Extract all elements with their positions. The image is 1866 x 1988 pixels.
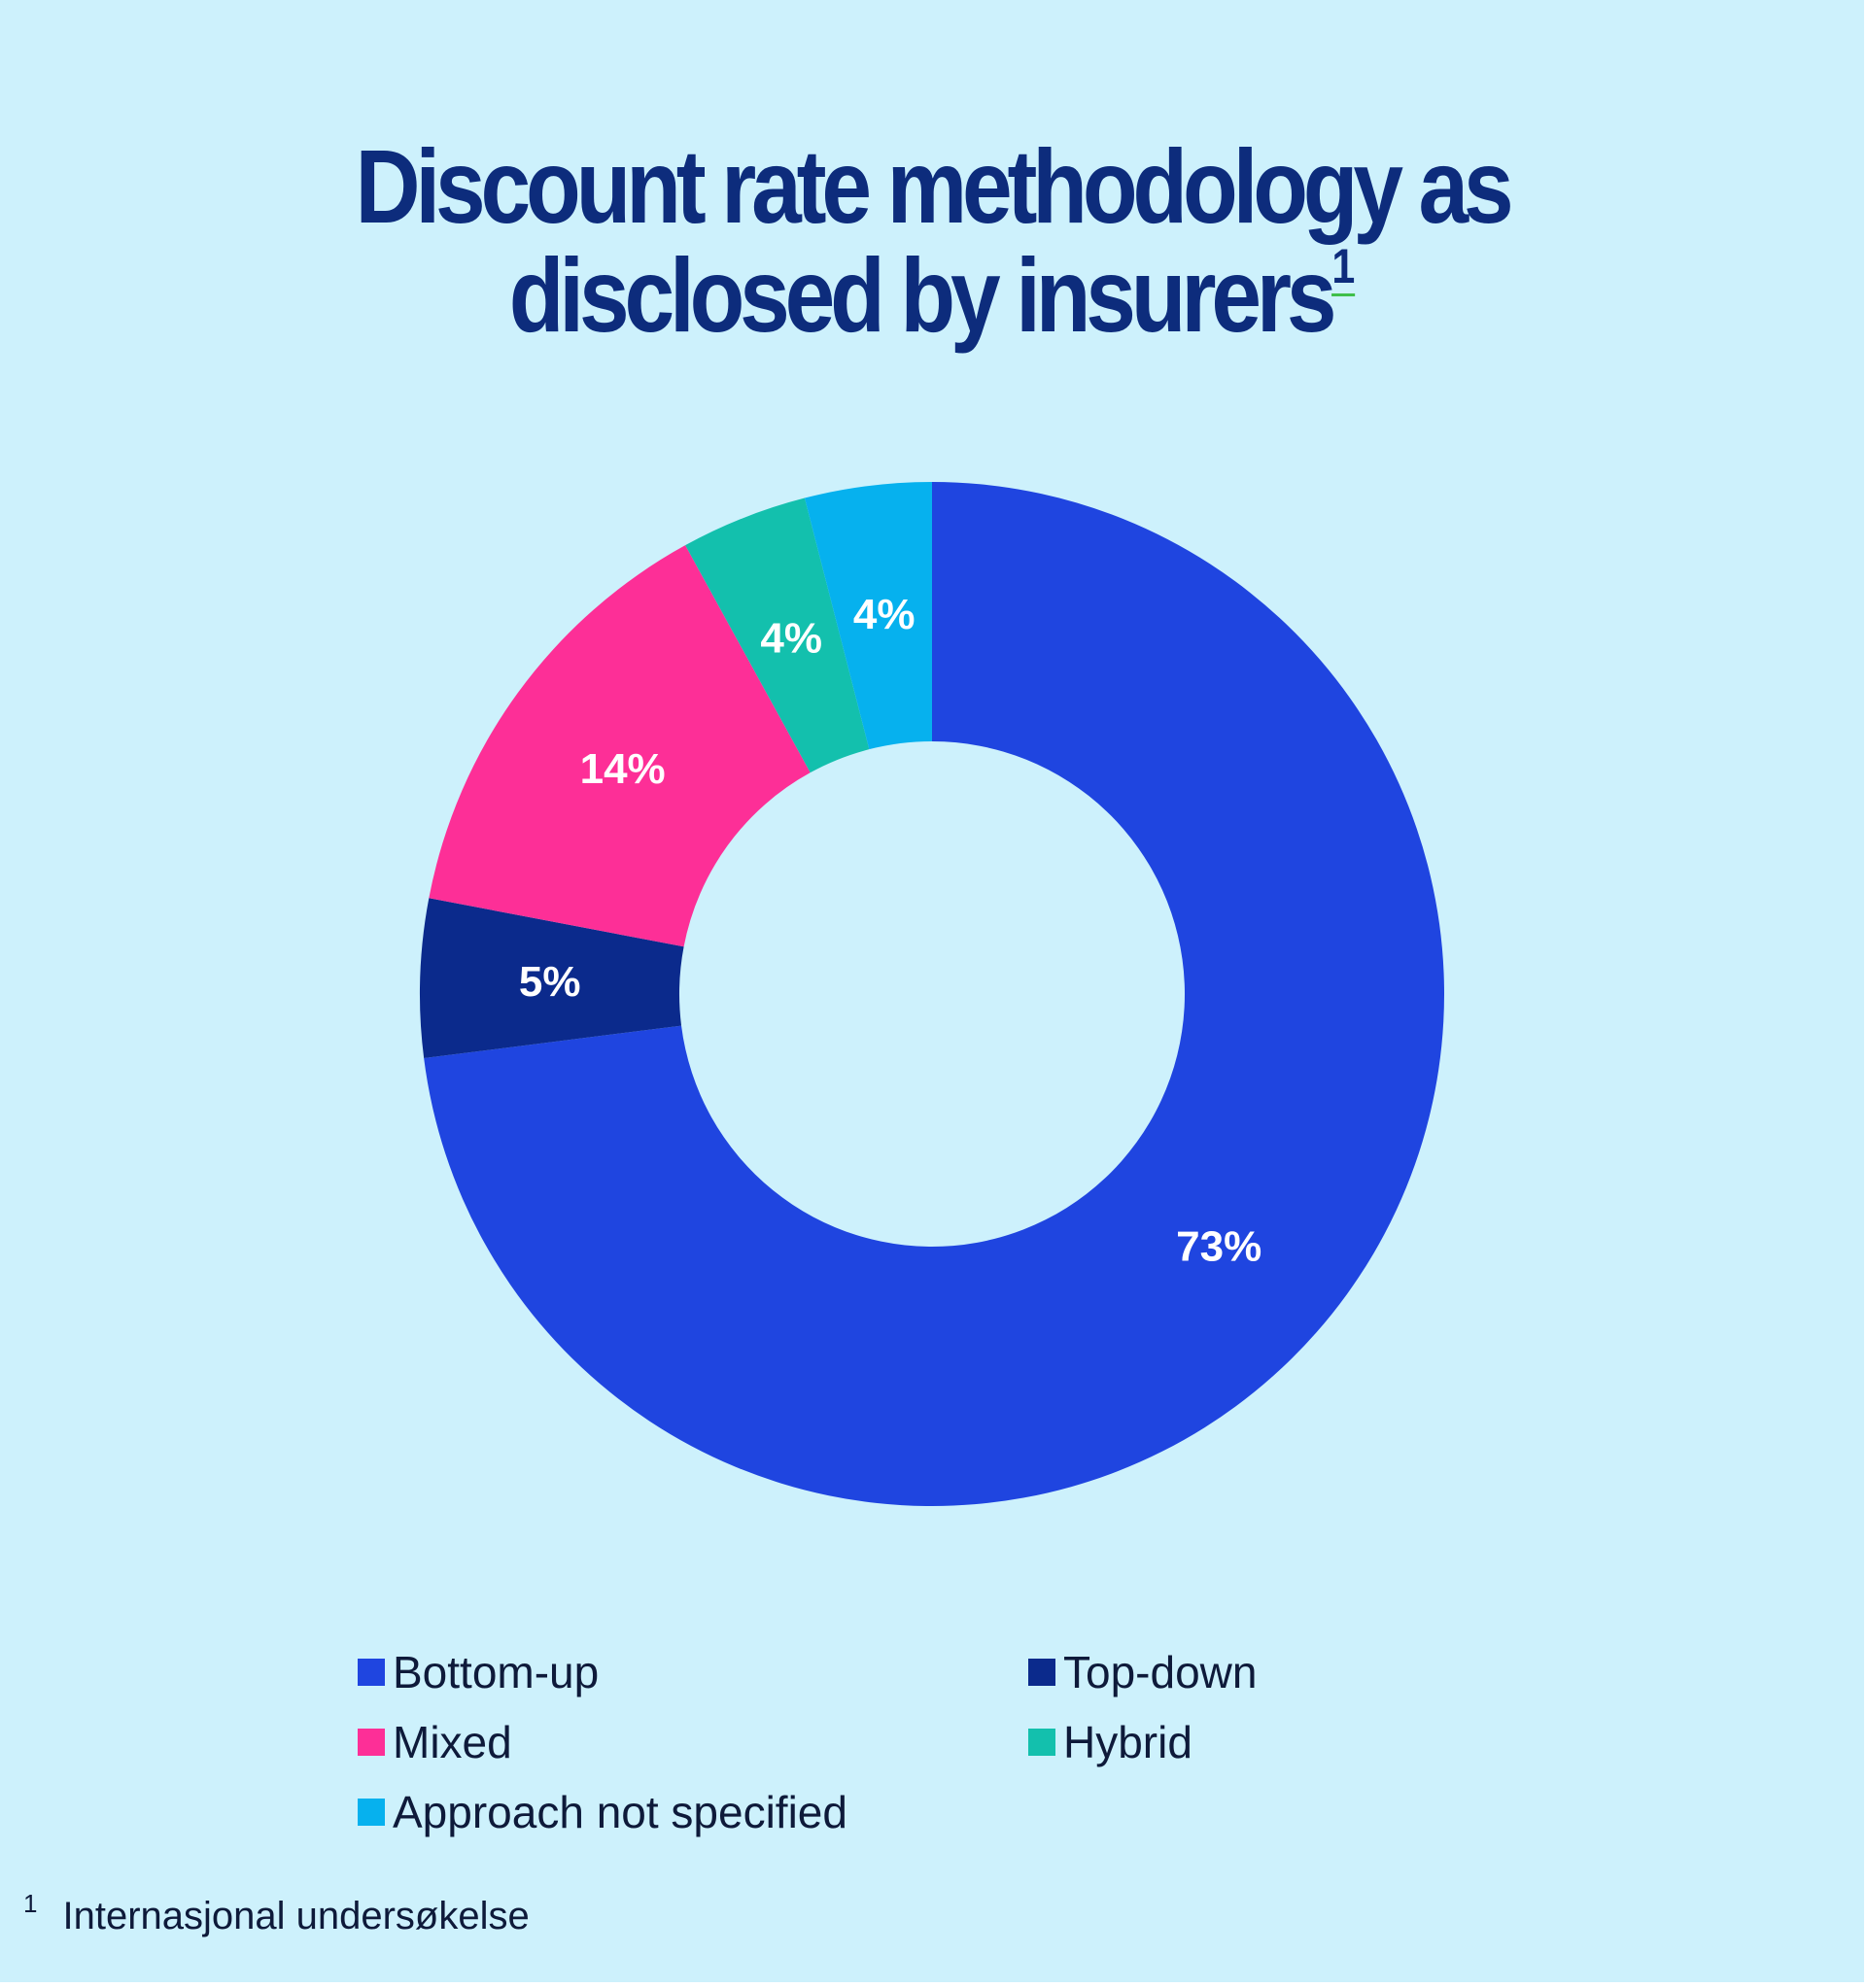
legend-item-approach-not-specified: Approach not specified	[358, 1784, 1028, 1840]
data-label-bottom-up: 73%	[1176, 1223, 1261, 1271]
legend-swatch-top-down	[1028, 1659, 1055, 1686]
data-label-top-down: 5%	[519, 958, 581, 1006]
donut-data-labels: 73% 5% 14% 4% 4%	[519, 591, 1261, 1271]
legend-swatch-approach-not-specified	[358, 1799, 385, 1826]
slice-approach-not-specified	[804, 482, 932, 750]
legend-label-mixed: Mixed	[393, 1717, 512, 1767]
chart-title-line-1: Discount rate methodology as	[355, 127, 1513, 245]
slice-mixed	[429, 545, 811, 947]
footnote-marker: 1	[23, 1889, 38, 1918]
legend: Bottom-up Top-down Mixed Hybrid Approach…	[358, 1644, 1427, 1840]
data-label-mixed: 14%	[580, 745, 666, 793]
slice-bottom-up	[424, 482, 1444, 1506]
title-footnote-ref: 1	[1331, 239, 1356, 296]
legend-label-top-down: Top-down	[1063, 1647, 1258, 1697]
legend-item-hybrid: Hybrid	[1028, 1714, 1417, 1770]
legend-item-bottom-up: Bottom-up	[358, 1644, 1028, 1700]
footnote: 1 Internasjonal undersøkelse	[23, 1889, 530, 1938]
chart-title-line-2: disclosed by insurers1	[130, 239, 1733, 350]
slice-hybrid	[685, 497, 870, 773]
legend-item-top-down: Top-down	[1028, 1644, 1417, 1700]
chart-title: Discount rate methodology as disclosed b…	[130, 132, 1733, 350]
data-label-hybrid: 4%	[760, 615, 822, 663]
legend-label-bottom-up: Bottom-up	[393, 1647, 600, 1697]
legend-label-hybrid: Hybrid	[1063, 1717, 1192, 1767]
legend-swatch-bottom-up	[358, 1659, 385, 1686]
legend-label-approach-not-specified: Approach not specified	[393, 1787, 847, 1837]
chart-title-line-2-text: disclosed by insurers	[508, 236, 1337, 354]
data-label-approach-not-specified: 4%	[853, 591, 916, 638]
legend-swatch-hybrid	[1028, 1729, 1055, 1756]
slice-top-down	[420, 898, 684, 1059]
donut-slices	[420, 482, 1444, 1506]
legend-item-mixed: Mixed	[358, 1714, 1028, 1770]
legend-swatch-mixed	[358, 1729, 385, 1756]
footnote-text: Internasjonal undersøkelse	[62, 1895, 530, 1937]
